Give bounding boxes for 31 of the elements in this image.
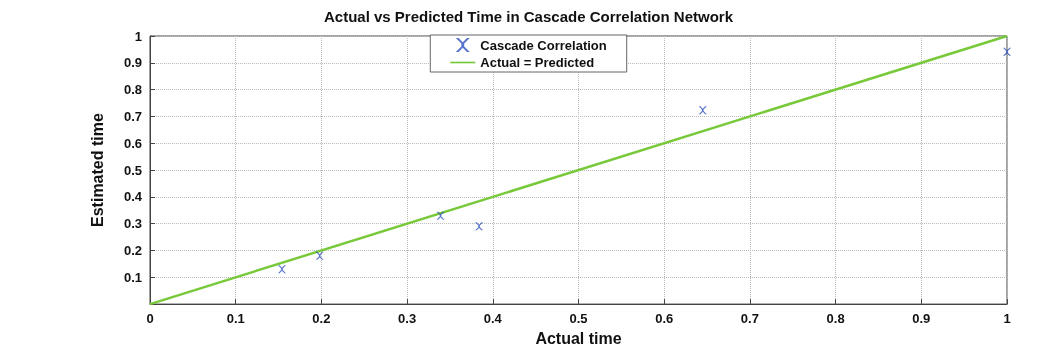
x-tick-label: 0.4 [483, 311, 503, 327]
x-tick-label: 0.9 [912, 311, 931, 327]
x-axis-title: Actual time [535, 329, 622, 347]
x-tick-label: 1 [1003, 311, 1011, 327]
x-tick-label: 0.5 [569, 311, 588, 327]
y-tick-label: 0.4 [123, 189, 143, 205]
x-tick-label: 0.7 [740, 311, 759, 327]
point [315, 251, 324, 260]
y-tick-label: 0.7 [123, 108, 142, 124]
point [277, 265, 286, 274]
point [475, 222, 484, 231]
y-tick-label: 0.6 [123, 135, 142, 151]
chart-title: Actual vs Predicted Time in Cascade Correlation Network [323, 8, 734, 25]
x-tick-label: 0.1 [226, 311, 245, 327]
y-tick-label: 0.3 [123, 216, 142, 232]
x-tick-label: 0.8 [826, 311, 845, 327]
legend-label: Cascade Correlation [480, 37, 607, 53]
point [1003, 47, 1011, 56]
x-tick-label: 0 [146, 311, 154, 327]
y-tick-label: 0.2 [123, 242, 142, 258]
y-tick-label: 0.8 [123, 82, 142, 98]
y-tick-label: 0.5 [123, 162, 142, 178]
x-tick-label: 0.6 [655, 311, 674, 327]
x-tick-label: 0.3 [398, 311, 417, 327]
y-tick-label: 0.1 [123, 269, 142, 285]
y-axis-title: Estimated time [88, 113, 106, 227]
point [698, 106, 707, 115]
legend-label: Actual = Predicted [480, 55, 595, 70]
y-tick-label: 1 [134, 28, 142, 44]
x-tick-label: 0.2 [312, 311, 331, 327]
y-tick-label: 0.9 [123, 55, 142, 71]
